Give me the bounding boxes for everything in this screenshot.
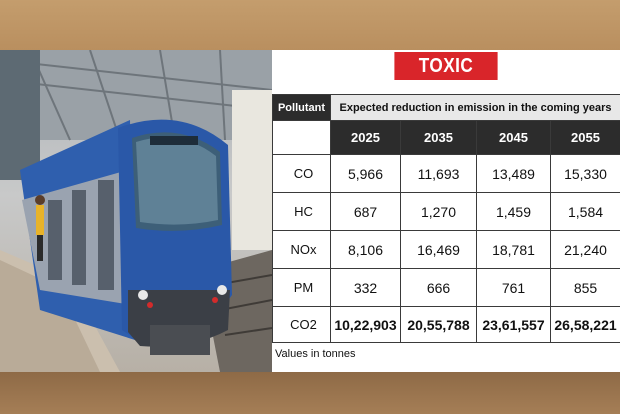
pollutant-name: HC bbox=[272, 192, 331, 231]
value-cell: 8,106 bbox=[330, 230, 401, 269]
value-cell: 666 bbox=[400, 268, 477, 307]
toxic-ratio-panel: TOXIC RATIO Pollutant Expected reduction… bbox=[272, 50, 620, 372]
table-row: NOx 8,106 16,469 18,781 21,240 bbox=[272, 230, 620, 269]
bottom-background-band bbox=[0, 372, 620, 414]
emissions-table: Pollutant Expected reduction in emission… bbox=[272, 94, 620, 343]
years-row: 2025 2035 2045 2055 bbox=[272, 120, 620, 155]
value-cell: 13,489 bbox=[476, 154, 551, 193]
year-cell: 2025 bbox=[330, 120, 401, 155]
value-cell: 1,270 bbox=[400, 192, 477, 231]
table-row: HC 687 1,270 1,459 1,584 bbox=[272, 192, 620, 231]
value-cell: 761 bbox=[476, 268, 551, 307]
pollutant-name: NOx bbox=[272, 230, 331, 269]
panel-title: TOXIC RATIO bbox=[394, 52, 498, 105]
pollutant-name: CO2 bbox=[272, 306, 331, 343]
year-cell: 2035 bbox=[400, 120, 477, 155]
pollutant-header: Pollutant bbox=[272, 94, 331, 121]
pollutant-name: PM bbox=[272, 268, 331, 307]
table-row: PM 332 666 761 855 bbox=[272, 268, 620, 307]
value-cell: 10,22,903 bbox=[330, 306, 401, 343]
table-row: CO2 10,22,903 20,55,788 23,61,557 26,58,… bbox=[272, 306, 620, 343]
value-cell: 18,781 bbox=[476, 230, 551, 269]
value-cell: 21,240 bbox=[549, 230, 620, 269]
units-note: Values in tonnes bbox=[275, 348, 356, 360]
value-cell: 687 bbox=[330, 192, 401, 231]
table-header-row: Pollutant Expected reduction in emission… bbox=[272, 94, 620, 121]
value-cell: 20,55,788 bbox=[400, 306, 477, 343]
year-cell: 2045 bbox=[476, 120, 551, 155]
value-cell: 16,469 bbox=[400, 230, 477, 269]
top-background-band bbox=[0, 0, 620, 50]
metro-train-illustration bbox=[0, 50, 272, 372]
year-cell: 2055 bbox=[549, 120, 620, 155]
value-cell: 332 bbox=[330, 268, 401, 307]
value-cell: 5,966 bbox=[330, 154, 401, 193]
value-cell: 15,330 bbox=[549, 154, 620, 193]
pollutant-name: CO bbox=[272, 154, 331, 193]
group-header: Expected reduction in emission in the co… bbox=[329, 94, 620, 121]
value-cell: 1,584 bbox=[549, 192, 620, 231]
table-row: CO 5,966 11,693 13,489 15,330 bbox=[272, 154, 620, 193]
value-cell: 11,693 bbox=[400, 154, 477, 193]
value-cell: 26,58,221 bbox=[549, 306, 620, 343]
value-cell: 23,61,557 bbox=[476, 306, 551, 343]
metro-train-photo bbox=[0, 50, 272, 372]
empty-header-cell bbox=[272, 120, 331, 155]
value-cell: 1,459 bbox=[476, 192, 551, 231]
value-cell: 855 bbox=[549, 268, 620, 307]
